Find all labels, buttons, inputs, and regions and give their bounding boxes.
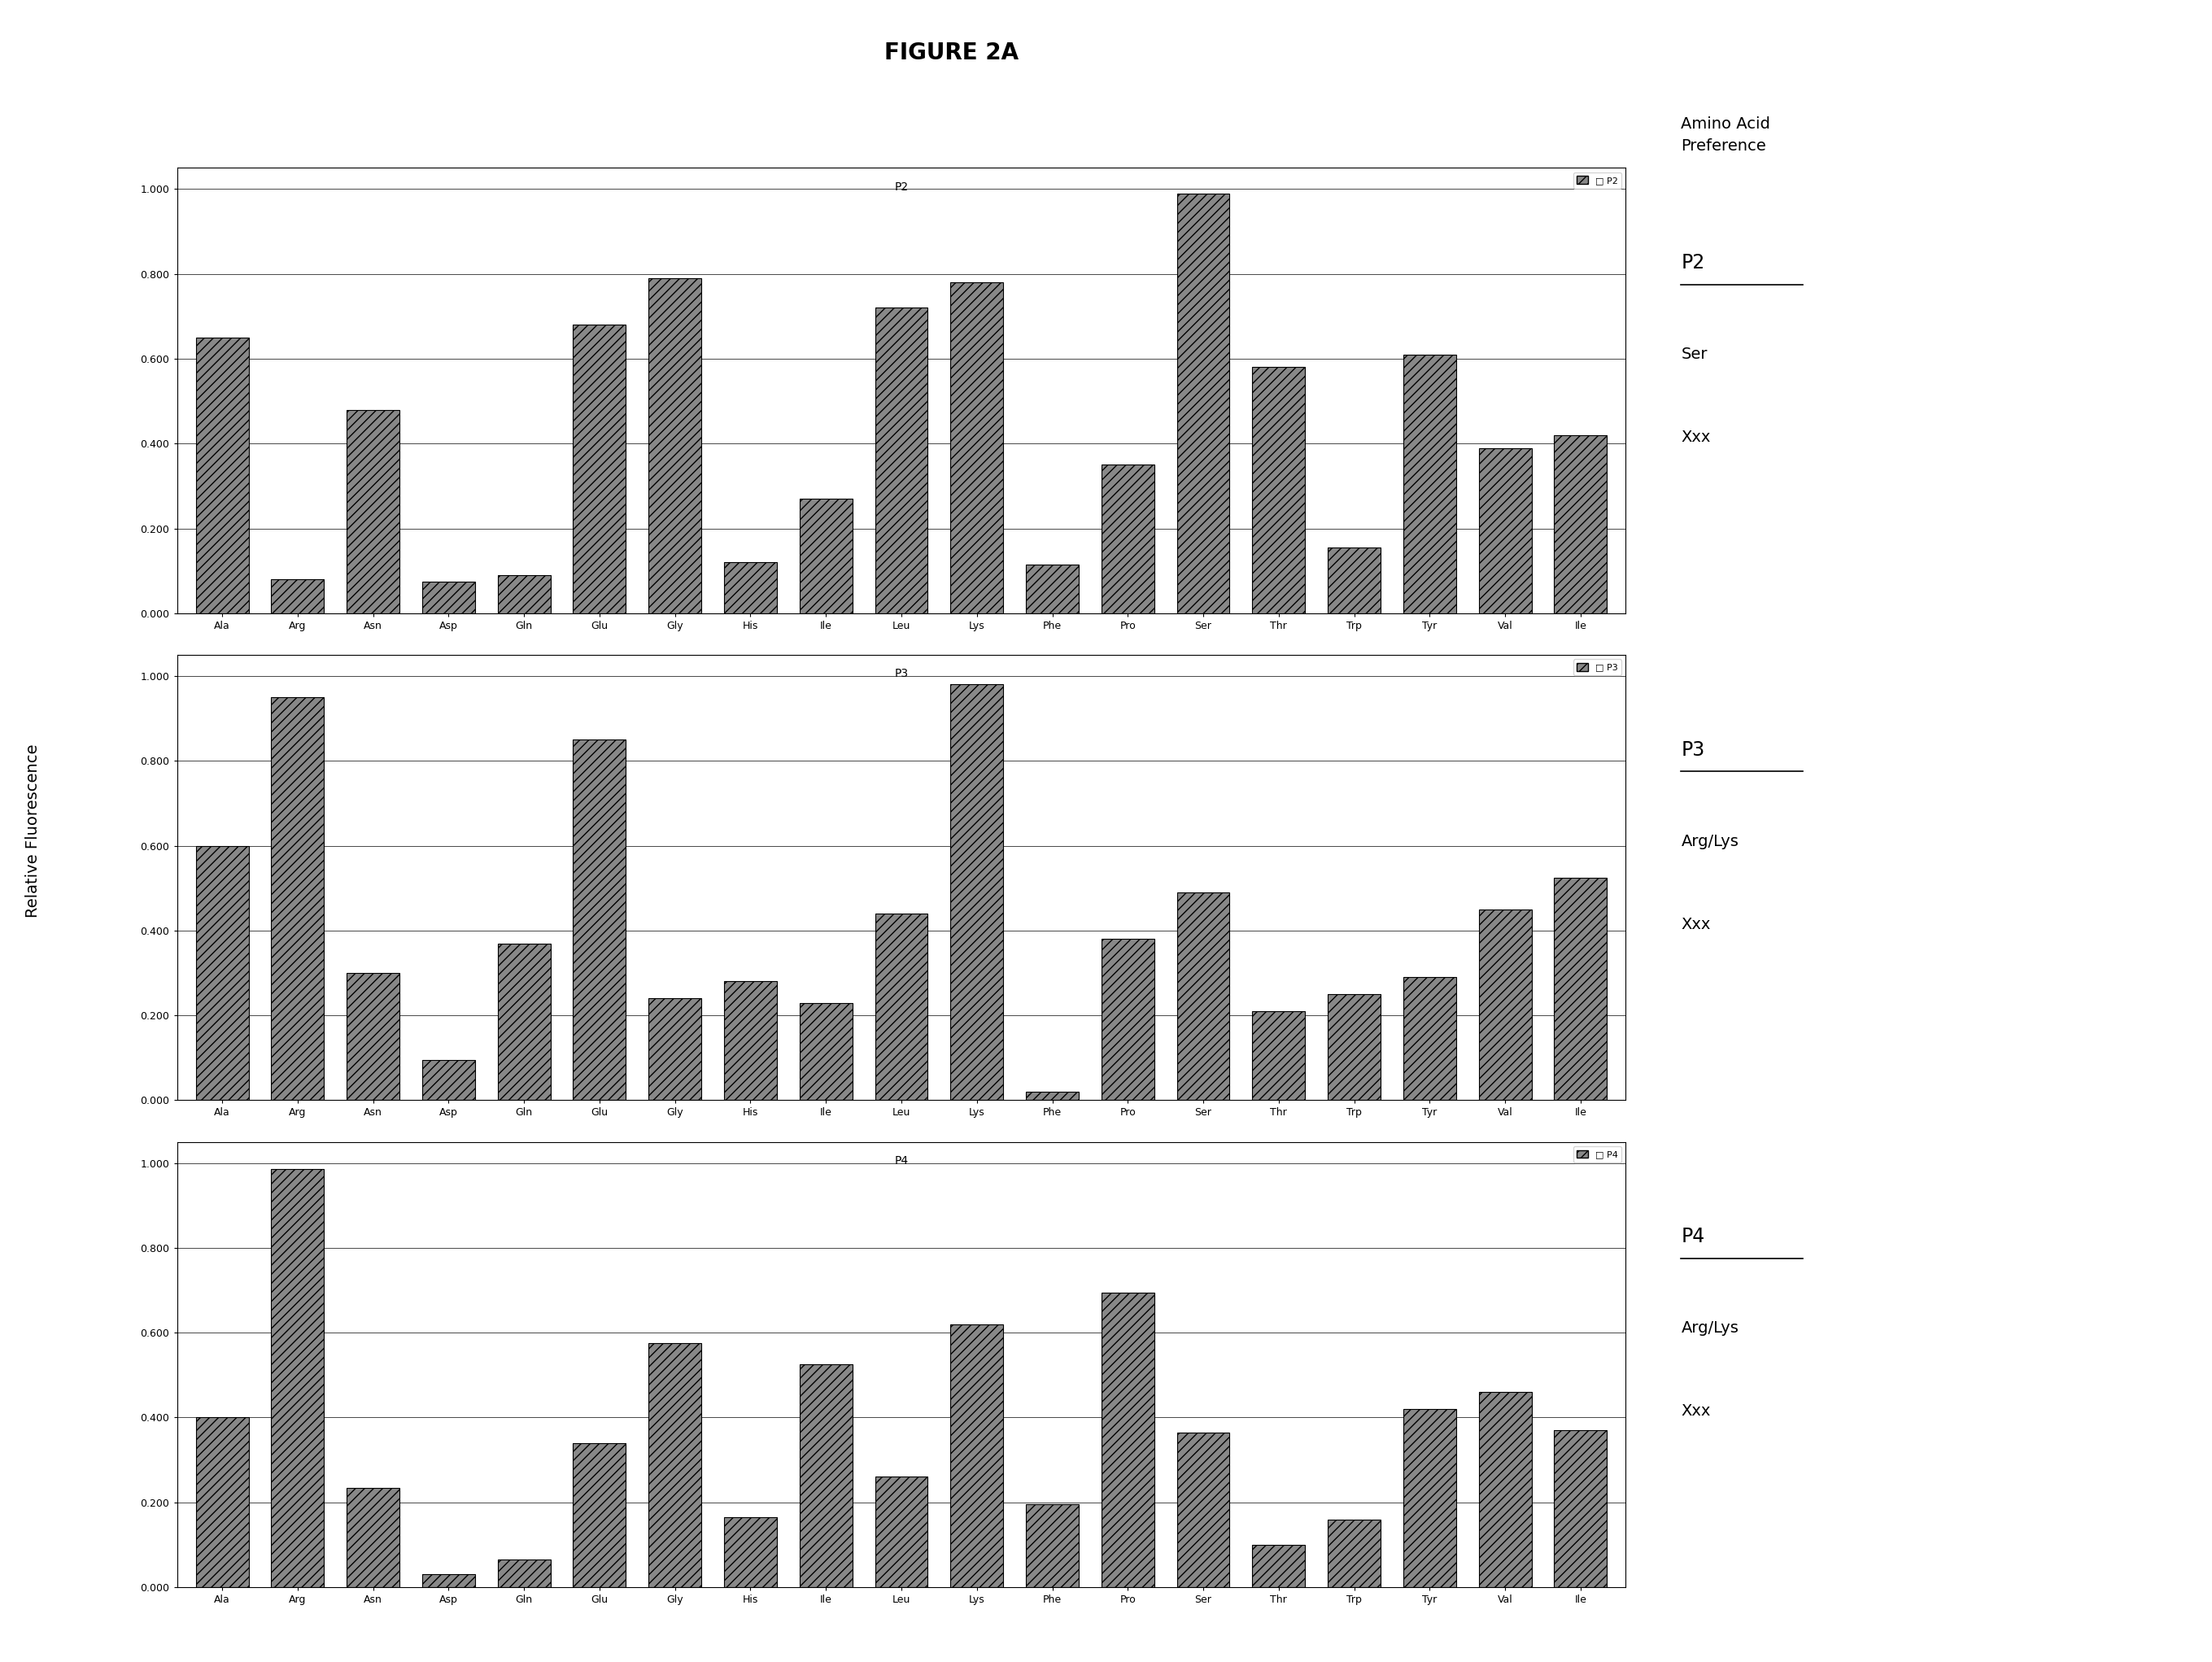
Bar [1555, 878, 1606, 1100]
Bar [1102, 1293, 1155, 1587]
Bar [1555, 435, 1606, 613]
Text: Xxx: Xxx [1681, 917, 1710, 932]
Bar [573, 1443, 626, 1587]
Text: Xxx: Xxx [1681, 430, 1710, 445]
Bar [347, 972, 400, 1100]
Text: P3: P3 [1681, 740, 1705, 760]
Bar [272, 580, 325, 613]
Text: Relative Fluorescence: Relative Fluorescence [27, 745, 40, 917]
Bar [422, 1060, 476, 1100]
Bar [1327, 1519, 1380, 1587]
Text: Amino Acid
Preference: Amino Acid Preference [1681, 116, 1770, 153]
Bar [799, 1365, 852, 1587]
Bar [197, 337, 248, 613]
Bar [723, 1517, 776, 1587]
Bar [573, 740, 626, 1100]
Text: P3: P3 [894, 668, 909, 680]
Bar [1252, 1010, 1305, 1100]
Text: Ser: Ser [1681, 347, 1708, 362]
Legend: □ P4: □ P4 [1573, 1147, 1621, 1162]
Bar [1177, 1433, 1230, 1587]
Text: P4: P4 [894, 1155, 909, 1167]
Bar [573, 324, 626, 613]
Bar [876, 307, 927, 613]
Text: Xxx: Xxx [1681, 1404, 1710, 1419]
Bar [272, 698, 325, 1100]
Text: P2: P2 [894, 181, 909, 193]
Bar [498, 944, 551, 1100]
Text: Arg/Lys: Arg/Lys [1681, 834, 1739, 849]
Bar [1478, 1393, 1531, 1587]
Bar [498, 575, 551, 613]
Bar [1102, 465, 1155, 613]
Text: P2: P2 [1681, 253, 1705, 273]
Bar [1327, 547, 1380, 613]
Bar [1555, 1431, 1606, 1587]
Bar [951, 685, 1004, 1100]
Bar [1102, 939, 1155, 1100]
Bar [1177, 892, 1230, 1100]
Bar [498, 1559, 551, 1587]
Bar [1026, 1092, 1079, 1100]
Bar [799, 1002, 852, 1100]
Bar [723, 982, 776, 1100]
Bar [876, 914, 927, 1100]
Legend: □ P3: □ P3 [1573, 660, 1621, 675]
Legend: □ P2: □ P2 [1573, 173, 1621, 188]
Bar [1252, 367, 1305, 613]
Bar [1478, 447, 1531, 613]
Bar [723, 562, 776, 613]
Bar [951, 283, 1004, 613]
Text: FIGURE 2A: FIGURE 2A [885, 42, 1018, 65]
Bar [422, 582, 476, 613]
Bar [951, 1325, 1004, 1587]
Bar [1026, 1504, 1079, 1587]
Bar [876, 1478, 927, 1587]
Bar [197, 1418, 248, 1587]
Bar [347, 409, 400, 613]
Bar [799, 499, 852, 613]
Bar [1327, 994, 1380, 1100]
Bar [1026, 565, 1079, 613]
Bar [1402, 977, 1455, 1100]
Bar [648, 1343, 701, 1587]
Text: P4: P4 [1681, 1227, 1705, 1246]
Bar [1252, 1544, 1305, 1587]
Bar [648, 278, 701, 613]
Bar [1478, 909, 1531, 1100]
Bar [1402, 1409, 1455, 1587]
Bar [197, 846, 248, 1100]
Bar [272, 1170, 325, 1587]
Text: Arg/Lys: Arg/Lys [1681, 1321, 1739, 1336]
Bar [1177, 193, 1230, 613]
Bar [347, 1487, 400, 1587]
Bar [648, 999, 701, 1100]
Bar [1402, 354, 1455, 613]
Bar [422, 1574, 476, 1587]
